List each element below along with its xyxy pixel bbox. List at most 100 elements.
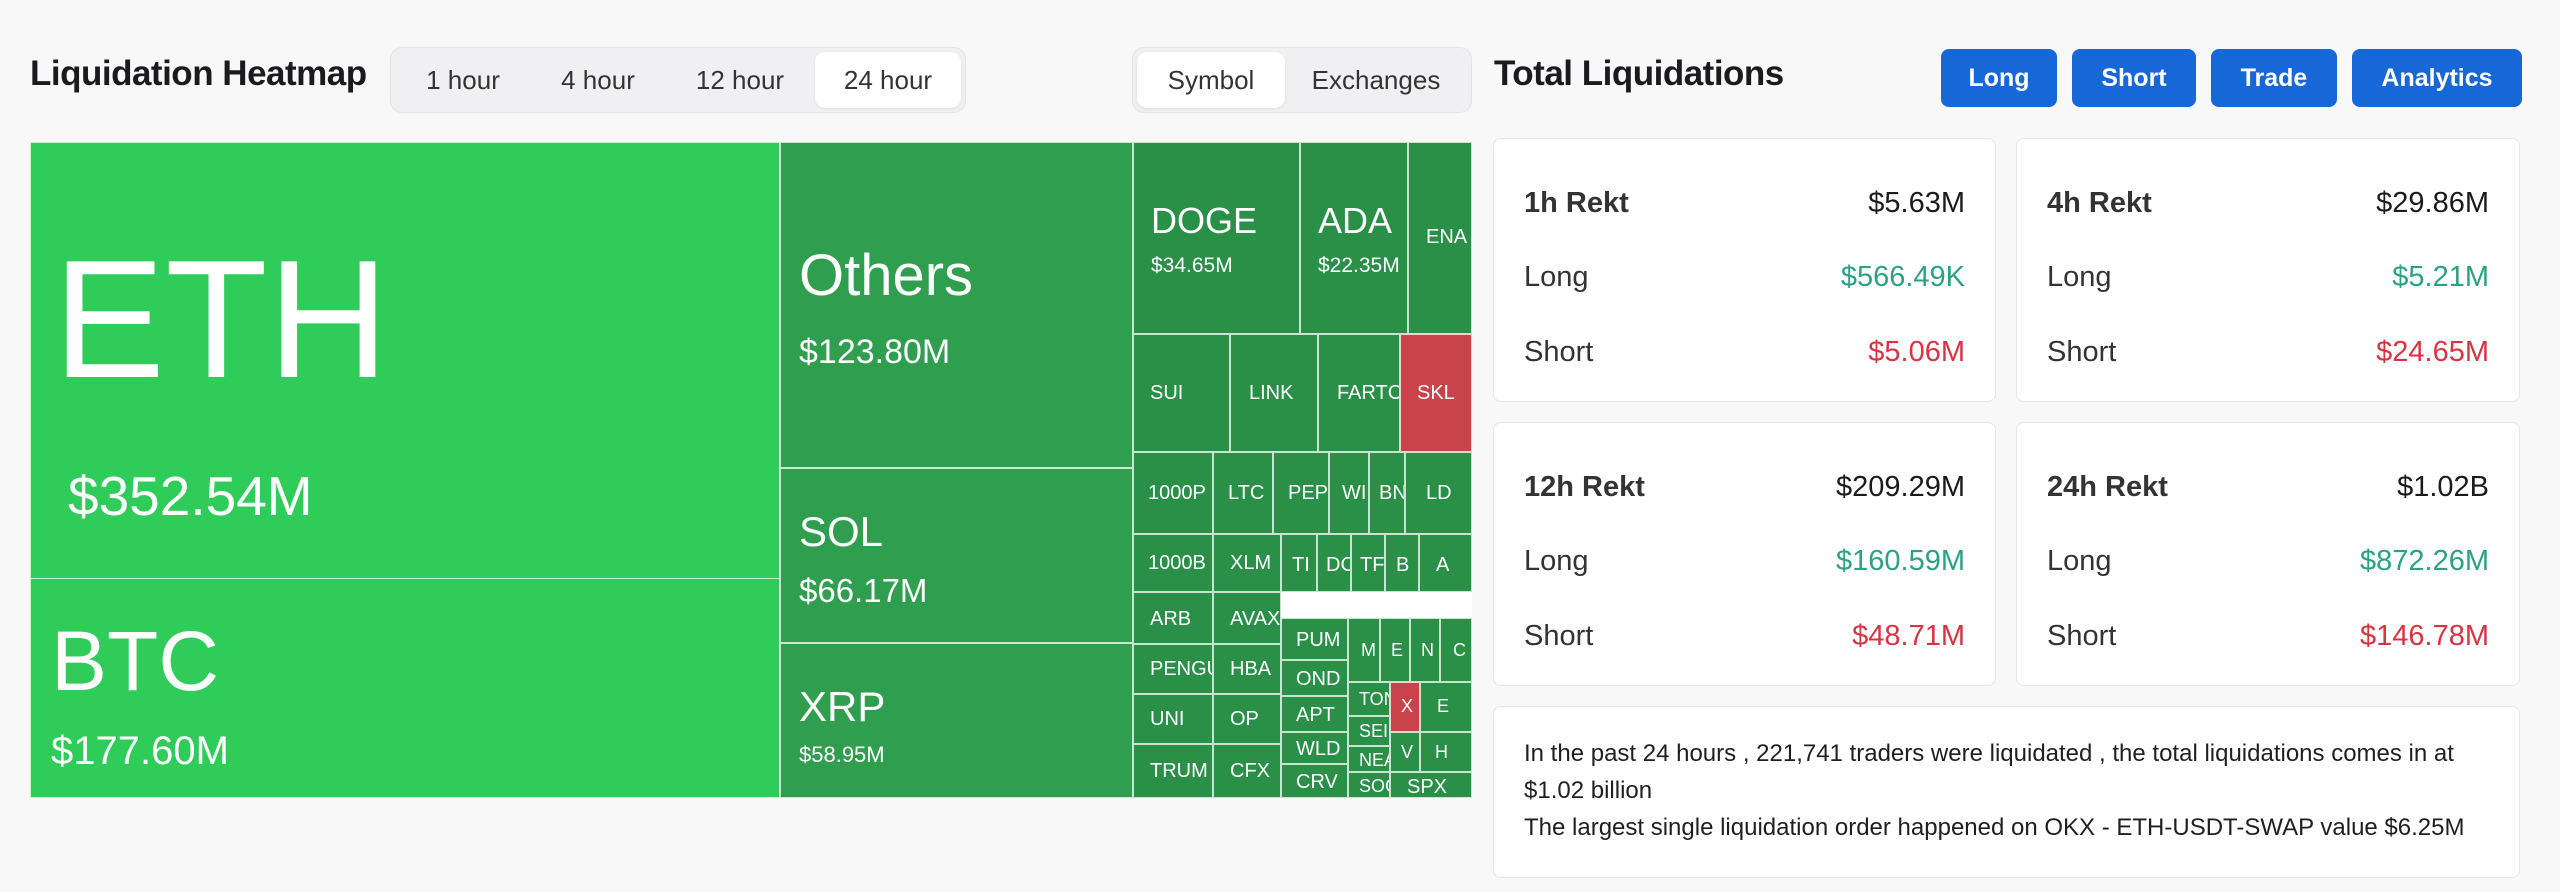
treemap-cell-1000b[interactable]: 1000B — [1133, 534, 1213, 592]
tab-exchanges[interactable]: Exchanges — [1311, 64, 1441, 95]
treemap-cell-xlm[interactable]: XLM — [1213, 534, 1281, 592]
treemap-cell-hba[interactable]: HBA — [1213, 644, 1281, 694]
treemap-cell-ada[interactable]: ADA $22.35M — [1300, 142, 1408, 334]
treemap-cell-tf[interactable]: TF — [1351, 534, 1385, 592]
treemap-cell-e2[interactable]: E — [1420, 682, 1472, 732]
short-value: $24.65M — [2376, 336, 2489, 368]
treemap-cell-sei[interactable]: SEI — [1348, 716, 1390, 746]
cell-symbol: TF — [1360, 554, 1385, 576]
long-button[interactable]: Long — [1941, 49, 2057, 107]
treemap-cell-sui[interactable]: SUI — [1133, 334, 1230, 452]
treemap-cell-x[interactable]: X — [1390, 682, 1420, 732]
treemap-cell-ton[interactable]: TON — [1348, 682, 1390, 716]
treemap-cell-pengu[interactable]: PENGU — [1133, 644, 1213, 694]
analytics-button[interactable]: Analytics — [2352, 49, 2522, 107]
treemap-cell-xrp[interactable]: XRP $58.95M — [780, 643, 1133, 798]
treemap-cell-b[interactable]: B — [1385, 534, 1419, 592]
cell-symbol: HBA — [1230, 658, 1272, 680]
treemap-cell-ld[interactable]: LD — [1405, 452, 1472, 534]
card-total: $29.86M — [2376, 187, 2489, 219]
cell-symbol: DC — [1326, 554, 1350, 576]
cell-symbol: E — [1391, 640, 1404, 660]
cell-symbol: WI — [1342, 482, 1367, 504]
cell-symbol: CFX — [1230, 760, 1270, 782]
treemap-cell-sol[interactable]: SOL $66.17M — [780, 468, 1133, 643]
summary-line-2: The largest single liquidation order hap… — [1524, 814, 2465, 841]
treemap-cell-trum[interactable]: TRUM — [1133, 744, 1213, 798]
tab-symbol[interactable]: Symbol — [1137, 52, 1285, 108]
total-liquidations-title: Total Liquidations — [1494, 54, 1784, 93]
cell-symbol: C — [1453, 640, 1466, 660]
treemap-cell-crv[interactable]: CRV — [1281, 764, 1348, 798]
stat-card-4h: 4h Rekt $29.86M Long $5.21M Short $24.65M — [2016, 138, 2520, 402]
treemap-cell-v[interactable]: V — [1390, 732, 1420, 772]
cell-symbol: APT — [1296, 704, 1335, 726]
tab-4-hour[interactable]: 4 hour — [561, 64, 635, 95]
treemap-cell-ena[interactable]: ENA — [1408, 142, 1472, 334]
cell-value: $66.17M — [799, 572, 928, 609]
short-label: Short — [1524, 336, 1594, 368]
tab-1-hour[interactable]: 1 hour — [426, 64, 500, 95]
treemap-cell-uni[interactable]: UNI — [1133, 694, 1213, 744]
treemap-cell-c[interactable]: C — [1440, 618, 1472, 682]
trade-button[interactable]: Trade — [2211, 49, 2337, 107]
treemap-cell-ti[interactable]: TI — [1281, 534, 1317, 592]
treemap-cell-ond[interactable]: OND — [1281, 660, 1348, 696]
card-label: 24h Rekt — [2047, 471, 2168, 503]
treemap-cell-cfx[interactable]: CFX — [1213, 744, 1281, 798]
treemap-cell-skl[interactable]: SKL — [1400, 334, 1472, 452]
long-value: $872.26M — [2360, 545, 2489, 577]
liquidation-summary: In the past 24 hours , 221,741 traders w… — [1493, 706, 2520, 878]
treemap-cell-fartc[interactable]: FARTC — [1318, 334, 1400, 452]
treemap-cell-bn[interactable]: BN — [1369, 452, 1405, 534]
short-label: Short — [2047, 336, 2117, 368]
card-label: 4h Rekt — [2047, 187, 2152, 219]
treemap-cell-e[interactable]: E — [1380, 618, 1410, 682]
summary-line-1: In the past 24 hours , 221,741 traders w… — [1524, 740, 2454, 804]
treemap-cell-link[interactable]: LINK — [1230, 334, 1318, 452]
treemap-cell-nea[interactable]: NEA — [1348, 746, 1390, 772]
treemap-cell-wi[interactable]: WI — [1329, 452, 1369, 534]
treemap-cell-pep[interactable]: PEP — [1273, 452, 1329, 534]
short-label: Short — [2047, 620, 2117, 652]
tab-24-hour[interactable]: 24 hour — [815, 52, 961, 108]
card-total: $5.63M — [1868, 187, 1965, 219]
treemap-cell-arb[interactable]: ARB — [1133, 592, 1213, 644]
treemap-cell-h[interactable]: H — [1420, 732, 1472, 772]
card-total: $1.02B — [2397, 471, 2489, 503]
cell-symbol: A — [1436, 554, 1450, 576]
liquidation-treemap: ETH $352.54M BTC $177.60M Others $123.80… — [30, 142, 1472, 798]
treemap-cell-a[interactable]: A — [1419, 534, 1472, 592]
treemap-cell-avax[interactable]: AVAX — [1213, 592, 1281, 644]
cell-symbol: AVAX — [1230, 608, 1281, 630]
treemap-cell-1000p[interactable]: 1000P — [1133, 452, 1213, 534]
treemap-cell-spx[interactable]: SPX — [1390, 772, 1472, 798]
cell-value: $123.80M — [799, 333, 951, 371]
stat-card-12h: 12h Rekt $209.29M Long $160.59M Short $48.7… — [1493, 422, 1996, 686]
cell-symbol: FARTC — [1337, 382, 1400, 404]
cell-symbol: 1000P — [1148, 482, 1206, 504]
cell-symbol: XRP — [799, 683, 886, 730]
cell-symbol: SOL — [799, 508, 884, 555]
treemap-cell-apt[interactable]: APT — [1281, 696, 1348, 732]
treemap-cell-wld[interactable]: WLD — [1281, 732, 1348, 764]
cell-symbol: ADA — [1318, 200, 1393, 241]
treemap-cell-doge[interactable]: DOGE $34.65M — [1133, 142, 1300, 334]
short-button[interactable]: Short — [2072, 49, 2196, 107]
treemap-cell-btc[interactable]: BTC $177.60M — [30, 578, 780, 798]
treemap-cell-eth[interactable]: ETH $352.54M — [30, 142, 780, 579]
treemap-cell-ltc[interactable]: LTC — [1213, 452, 1273, 534]
treemap-cell-n[interactable]: N — [1410, 618, 1440, 682]
treemap-cell-soc[interactable]: SOC — [1348, 772, 1390, 798]
tab-12-hour[interactable]: 12 hour — [695, 64, 785, 95]
card-label: 1h Rekt — [1524, 187, 1629, 219]
treemap-cell-others[interactable]: Others $123.80M — [780, 142, 1133, 468]
treemap-cell-dc[interactable]: DC — [1317, 534, 1351, 592]
card-total: $209.29M — [1836, 471, 1965, 503]
cell-symbol: BTC — [51, 614, 219, 708]
treemap-cell-op[interactable]: OP — [1213, 694, 1281, 744]
treemap-cell-pum[interactable]: PUM — [1281, 618, 1348, 660]
short-label: Short — [1524, 620, 1594, 652]
treemap-cell-m[interactable]: M — [1348, 618, 1380, 682]
cell-symbol: NEA — [1359, 750, 1389, 770]
